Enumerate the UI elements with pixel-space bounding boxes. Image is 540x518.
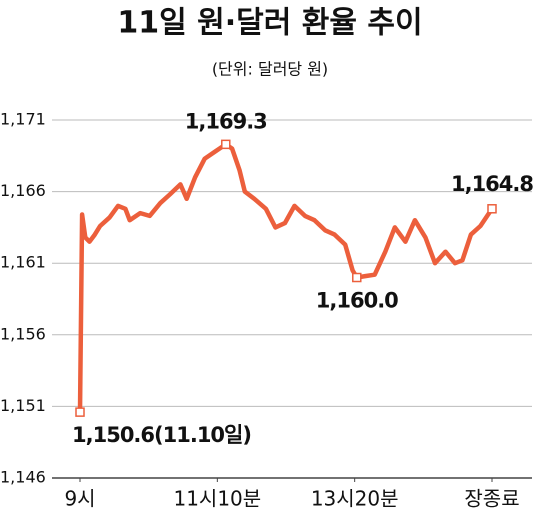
annotation-marker (221, 139, 231, 150)
y-tick-label: 1,166 (0, 181, 46, 200)
y-tick-label: 1,146 (0, 468, 46, 487)
x-tick-label: 장종료 (464, 487, 519, 511)
chart-subtitle: (단위: 달러당 원) (212, 60, 328, 79)
chart-title: 11일 원·달러 환율 추이 (117, 6, 422, 41)
annotation-marker (75, 407, 85, 417)
y-tick-label: 1,151 (0, 396, 46, 415)
y-tick-label: 1,156 (0, 324, 46, 343)
annotation-label: 1,164.8 (451, 172, 533, 196)
x-tick-label: 11시10분 (173, 487, 261, 511)
data-line (77, 142, 494, 413)
annotation-label: 1,169.3 (185, 109, 267, 133)
annotation-marker (487, 204, 497, 214)
annotation-label: 1,150.6(11.10일) (72, 423, 251, 447)
y-tick-label: 1,171 (0, 110, 46, 129)
annotation-marker (352, 272, 362, 283)
y-tick-label: 1,161 (0, 253, 46, 272)
x-tick-label: 9시 (64, 487, 95, 511)
x-tick-label: 13시20분 (311, 487, 399, 511)
annotation-label: 1,160.0 (316, 289, 398, 313)
